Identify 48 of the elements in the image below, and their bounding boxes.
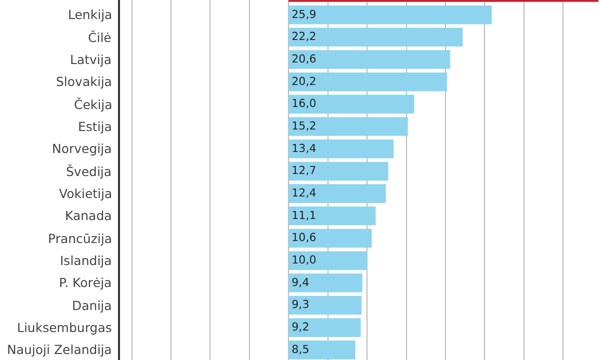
data-label: 20,2 <box>292 74 316 88</box>
bar <box>288 228 372 248</box>
data-label: 11,1 <box>292 208 316 222</box>
data-label: 8,5 <box>292 342 310 356</box>
bar <box>288 296 362 315</box>
bar <box>288 340 356 360</box>
bar <box>288 274 362 292</box>
y-tick-label: Liuksemburgas <box>17 320 112 335</box>
y-tick-label: Vokietija <box>59 186 112 201</box>
y-tick-label: Slovakija <box>56 74 112 89</box>
data-label: 16,0 <box>292 97 316 110</box>
bar <box>288 140 394 158</box>
y-tick-label: Latvija <box>70 52 112 67</box>
y-tick-label: Čekija <box>74 97 112 112</box>
bar <box>288 72 448 92</box>
data-label: 10,0 <box>292 254 316 267</box>
bar <box>288 5 492 24</box>
data-label: 22,2 <box>292 30 316 44</box>
bar <box>288 117 408 136</box>
data-label: 15,2 <box>292 120 316 133</box>
data-label: 9,2 <box>292 320 310 334</box>
y-tick-label: Lenkija <box>68 7 112 22</box>
bar <box>288 318 361 337</box>
data-label: 13,4 <box>292 142 316 155</box>
bar <box>288 28 463 47</box>
bar <box>288 50 450 69</box>
y-tick-label: Čilė <box>88 30 112 45</box>
data-label: 20,6 <box>292 52 316 66</box>
y-tick-label: Prancūzija <box>48 231 112 246</box>
y-tick-label: Islandija <box>60 253 112 268</box>
data-label: 12,7 <box>292 164 316 178</box>
y-tick-label: Švedija <box>66 164 112 179</box>
data-label: 12,4 <box>292 186 316 200</box>
data-label: 10,6 <box>292 231 316 244</box>
bar <box>288 184 386 203</box>
bar <box>288 206 376 226</box>
y-tick-label: Norvegija <box>52 141 112 156</box>
y-tick-label: Danija <box>72 298 112 313</box>
y-tick-label: P. Korėja <box>59 275 112 290</box>
y-tick-label: Estija <box>78 119 112 134</box>
y-tick-label: Naujoji Zelandija <box>7 342 112 357</box>
bar <box>288 251 368 270</box>
data-label: 9,4 <box>292 276 310 289</box>
data-label: 9,3 <box>292 298 310 312</box>
bar <box>288 162 388 181</box>
data-label: 25,9 <box>292 8 316 21</box>
y-tick-label: Kanada <box>65 208 112 223</box>
bar <box>288 94 414 114</box>
